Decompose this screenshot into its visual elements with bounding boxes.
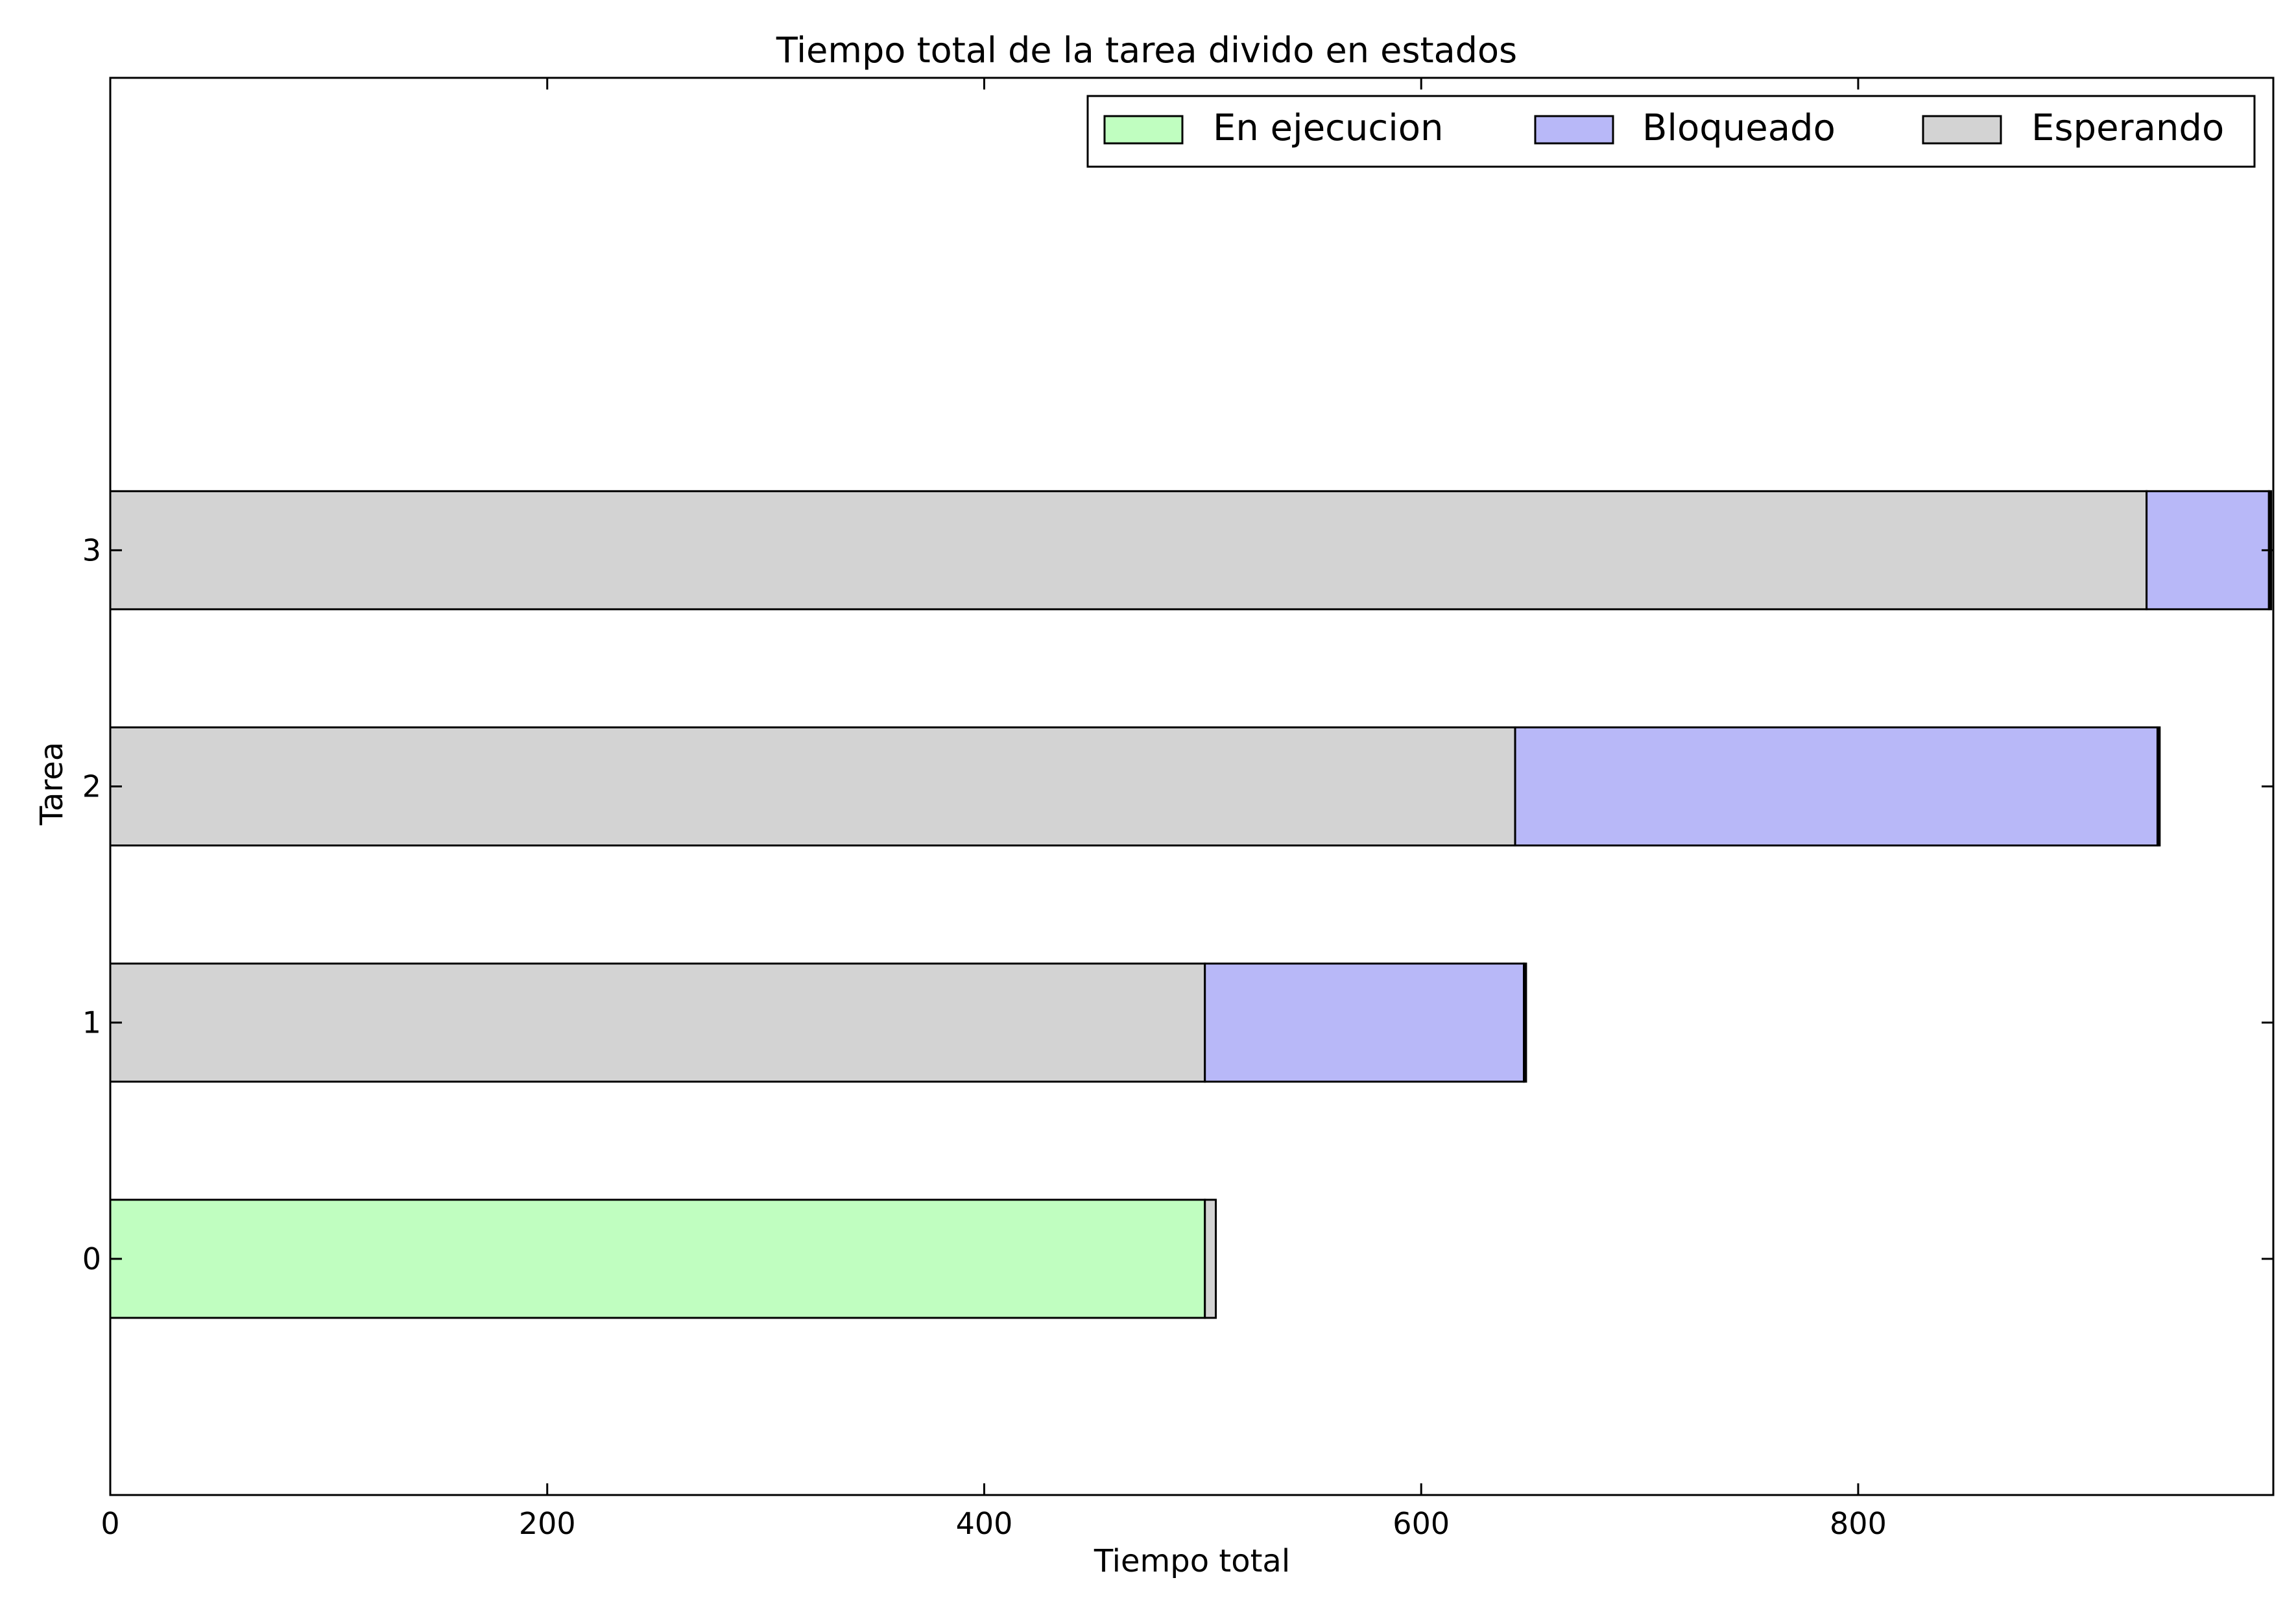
legend-label-esperando: Esperando (2031, 107, 2224, 149)
x-tick-label: 0 (101, 1506, 119, 1541)
bar-tarea-0-en-ejecucion-0 (109, 1199, 1206, 1319)
legend-swatch-en-ejecucion (1103, 115, 1184, 145)
bar-tarea-3-bloqueado-2 (2146, 490, 2270, 610)
legend-label-en-ejecucion: En ejecucion (1213, 107, 1444, 149)
legend: En ejecucion Bloqueado Esperando (1086, 95, 2256, 168)
bar-tarea-1-bloqueado-2 (1204, 963, 1525, 1083)
legend-label-bloqueado: Bloqueado (1642, 107, 1836, 149)
x-tick-label: 800 (1830, 1506, 1887, 1541)
bar-tarea-1-esperando-1 (109, 963, 1206, 1083)
chart-title: Tiempo total de la tarea divido en estad… (776, 30, 1517, 71)
legend-swatch-bloqueado (1534, 115, 1614, 145)
x-axis-label: Tiempo total (1094, 1543, 1290, 1579)
bar-tarea-3-esperando-1 (109, 490, 2148, 610)
bar-tarea-2-bloqueado-2 (1514, 726, 2158, 847)
bar-tarea-0-esperando-1 (1204, 1199, 1217, 1319)
legend-frame (1086, 95, 2256, 168)
y-tick-label: 1 (82, 1005, 101, 1040)
plot-frame (109, 77, 2275, 1496)
y-tick-label: 3 (82, 532, 101, 568)
y-tick-label: 0 (82, 1241, 101, 1276)
x-tick-label: 600 (1393, 1506, 1450, 1541)
bar-tarea-2-esperando-1 (109, 726, 1516, 847)
y-tick-label: 2 (82, 769, 101, 804)
bar-tarea-2-en-ejecucion-3 (2156, 726, 2161, 847)
x-tick-label: 200 (519, 1506, 576, 1541)
axis-ticks: 0 200 400 600 800 0 1 2 3 (82, 78, 2273, 1541)
y-axis-label: Tarea (34, 742, 70, 826)
bars (109, 490, 2273, 1319)
legend-swatch-esperando (1922, 115, 2002, 145)
bar-tarea-1-en-ejecucion-3 (1523, 963, 1527, 1083)
x-tick-label: 400 (956, 1506, 1013, 1541)
